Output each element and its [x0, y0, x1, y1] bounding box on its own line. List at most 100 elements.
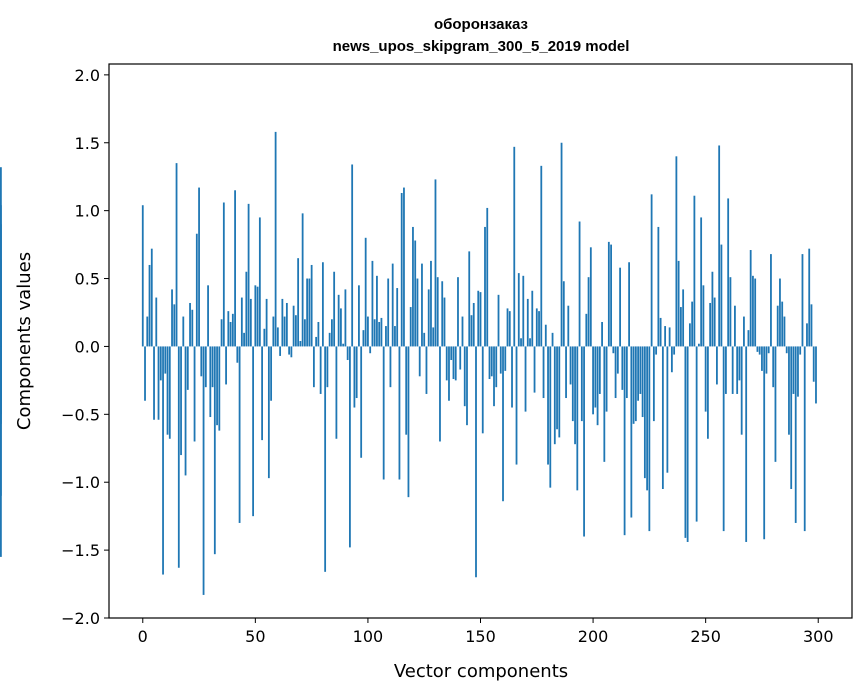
bar	[810, 304, 813, 347]
bar	[274, 131, 277, 347]
bar	[745, 346, 748, 542]
bar	[155, 297, 158, 347]
bar	[245, 271, 248, 347]
bar	[562, 281, 565, 347]
bar	[736, 346, 739, 394]
bar	[679, 307, 682, 347]
bar	[815, 346, 817, 404]
bar	[475, 346, 477, 578]
bar	[616, 346, 619, 374]
bar	[576, 346, 579, 491]
bar	[497, 294, 500, 347]
bar	[168, 346, 171, 439]
bar	[520, 338, 522, 347]
bar	[657, 226, 660, 347]
bar	[297, 258, 300, 347]
bar	[695, 346, 698, 522]
bar	[799, 346, 802, 355]
bar	[403, 187, 405, 347]
bar	[664, 326, 667, 347]
bar	[481, 346, 484, 434]
bar	[517, 273, 520, 347]
bar	[373, 319, 376, 347]
bar	[659, 317, 662, 347]
bar	[414, 240, 417, 347]
bar	[288, 346, 291, 355]
bar	[371, 260, 374, 347]
bar	[461, 316, 464, 347]
bar	[774, 346, 777, 462]
bar	[551, 332, 554, 347]
y-tick-label: 1.5	[75, 134, 100, 153]
bar	[445, 346, 448, 381]
bar	[729, 277, 732, 347]
bar	[641, 346, 644, 418]
bar	[583, 346, 585, 537]
bar	[765, 346, 768, 374]
bar	[691, 301, 694, 347]
bar	[421, 263, 423, 347]
bar	[535, 308, 538, 347]
y-tick-label: −1.5	[61, 541, 100, 560]
bar	[524, 346, 527, 412]
bar	[655, 346, 658, 355]
bar	[612, 346, 615, 354]
bar	[513, 146, 516, 347]
bar	[761, 346, 763, 371]
bar	[533, 346, 536, 393]
bar	[718, 145, 721, 347]
bar	[0, 205, 2, 347]
bar	[299, 341, 302, 347]
bar	[479, 292, 482, 347]
bar	[812, 346, 815, 382]
bar	[362, 330, 365, 347]
bar	[337, 294, 340, 347]
bar	[776, 305, 779, 347]
x-tick-label: 50	[245, 627, 265, 646]
bar	[281, 298, 284, 347]
bar	[792, 346, 795, 394]
bar	[682, 289, 685, 347]
bar	[425, 346, 428, 394]
bar	[234, 190, 236, 347]
bar	[157, 346, 160, 420]
bar	[747, 330, 750, 347]
bar	[673, 346, 676, 355]
bar	[511, 346, 513, 408]
bar	[628, 262, 630, 347]
bar	[380, 317, 383, 347]
bar	[454, 346, 457, 381]
bar	[549, 346, 552, 488]
bar	[177, 346, 180, 568]
x-tick-label: 0	[138, 627, 148, 646]
bar	[285, 302, 288, 347]
bar	[794, 346, 797, 523]
bar	[432, 327, 435, 347]
bar	[358, 285, 360, 347]
bar	[209, 346, 212, 418]
bar	[0, 346, 2, 385]
bar	[614, 346, 617, 399]
bar	[344, 289, 347, 347]
bar	[315, 336, 318, 347]
bar	[346, 346, 349, 361]
bars-group	[0, 131, 817, 595]
bar	[263, 328, 266, 347]
bar	[560, 142, 563, 347]
bar	[225, 346, 227, 385]
bar	[0, 346, 2, 557]
bar	[670, 346, 673, 373]
bar	[734, 305, 736, 347]
bar	[240, 297, 243, 347]
bar	[623, 346, 626, 536]
y-tick-label: 0.0	[75, 337, 100, 356]
bar	[522, 275, 525, 347]
bar	[326, 346, 329, 388]
bar	[283, 316, 286, 347]
bar	[506, 308, 509, 347]
bar	[367, 316, 369, 347]
bar	[306, 278, 309, 347]
bar	[171, 289, 173, 347]
bar	[351, 164, 354, 347]
y-tick-label: 0.5	[75, 270, 100, 289]
